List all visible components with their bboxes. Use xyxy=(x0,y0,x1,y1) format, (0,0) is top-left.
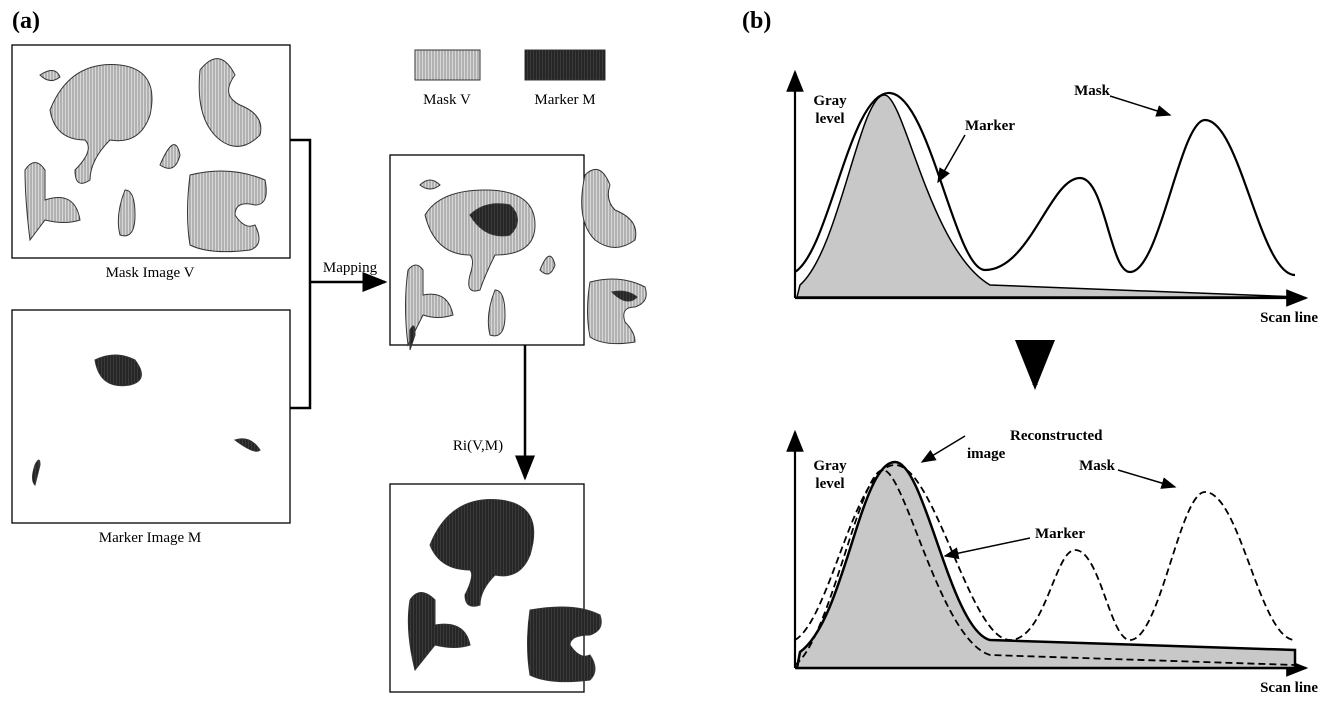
figure: (a) Mask V Marker M Mask Image V Marker … xyxy=(0,0,1332,703)
curve-label: Marker xyxy=(965,118,1015,134)
pointer xyxy=(922,436,965,462)
curve-label: Mask xyxy=(1074,83,1110,99)
pointer xyxy=(938,135,965,182)
curve-label: image xyxy=(967,446,1006,462)
marker-curve xyxy=(797,95,1300,297)
arrow-label: Ri(V,M) xyxy=(453,438,503,454)
panel-label: (a) xyxy=(12,8,40,34)
curve-label: Marker xyxy=(1035,526,1085,542)
blobs xyxy=(25,50,646,682)
curve-label: Mask xyxy=(1079,458,1115,474)
mapped-mask xyxy=(406,169,647,345)
bracket xyxy=(290,140,310,408)
pointer xyxy=(1118,470,1175,487)
axis-label: Gray xyxy=(813,458,847,474)
axis-label: Scan line xyxy=(1260,680,1318,696)
axis-label: Scan line xyxy=(1260,310,1318,326)
legend-label: Marker M xyxy=(534,92,595,108)
axis-label: level xyxy=(815,111,844,127)
legend-swatch xyxy=(525,50,605,80)
marker-blobs xyxy=(33,355,261,485)
pointer xyxy=(1110,96,1170,115)
reconstructed-curve xyxy=(797,462,1295,668)
axis-label: Gray xyxy=(813,93,847,109)
mask-blobs xyxy=(25,59,266,252)
legend-swatch xyxy=(415,50,480,80)
caption: Marker Image M xyxy=(99,530,201,546)
result-blobs xyxy=(408,500,601,682)
plots xyxy=(795,72,1306,668)
caption: Mask Image V xyxy=(106,265,195,281)
curve-label: Reconstructed xyxy=(1010,428,1103,444)
legend-label: Mask V xyxy=(423,92,471,108)
arrow-label: Mapping xyxy=(323,260,378,276)
panel-label: (b) xyxy=(742,8,771,34)
marker-image-box xyxy=(12,310,290,523)
page: (a) Mask V Marker M Mask Image V Marker … xyxy=(0,0,1332,703)
axis-label: level xyxy=(815,476,844,492)
pointer xyxy=(945,538,1030,556)
